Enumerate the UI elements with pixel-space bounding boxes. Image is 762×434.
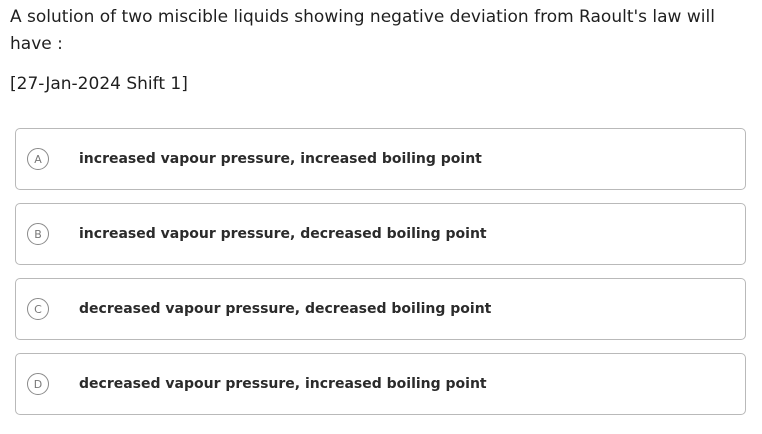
option-letter-badge: B (27, 223, 49, 245)
option-label: increased vapour pressure, increased boi… (79, 151, 482, 167)
answer-options: A increased vapour pressure, increased b… (15, 128, 746, 428)
option-letter-badge: C (27, 298, 49, 320)
option-letter-badge: D (27, 373, 49, 395)
exam-tag: [27-Jan-2024 Shift 1] (10, 74, 188, 94)
option-label: increased vapour pressure, decreased boi… (79, 226, 487, 242)
option-letter-badge: A (27, 148, 49, 170)
option-b[interactable]: B increased vapour pressure, decreased b… (15, 203, 746, 265)
option-label: decreased vapour pressure, increased boi… (79, 376, 487, 392)
option-d[interactable]: D decreased vapour pressure, increased b… (15, 353, 746, 415)
option-label: decreased vapour pressure, decreased boi… (79, 301, 492, 317)
option-a[interactable]: A increased vapour pressure, increased b… (15, 128, 746, 190)
question-text: A solution of two miscible liquids showi… (10, 7, 715, 54)
option-c[interactable]: C decreased vapour pressure, decreased b… (15, 278, 746, 340)
